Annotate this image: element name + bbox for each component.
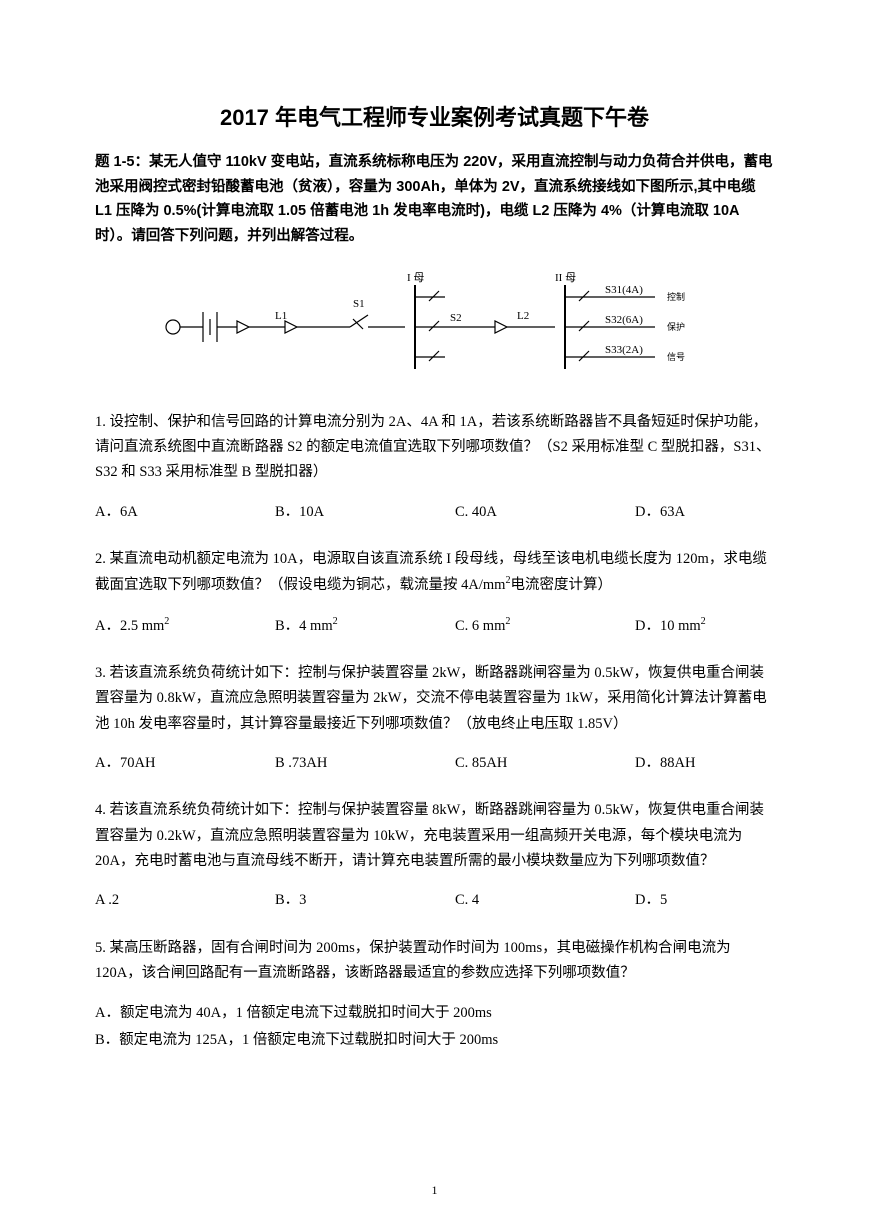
question-3-options: A．70AH B .73AH C. 85AH D．88AH xyxy=(95,751,774,776)
question-1-text: 1. 设控制、保护和信号回路的计算电流分别为 2A、4A 和 1A，若该系统断路… xyxy=(95,410,774,486)
q2-text-pre: 2. 某直流电动机额定电流为 10A，电源取自该直流系统 I 段母线，母线至该电… xyxy=(95,551,767,593)
question-1-options: A．6A B．10A C. 40A D．63A xyxy=(95,500,774,525)
question-4-options: A .2 B．3 C. 4 D．5 xyxy=(95,888,774,913)
q1-option-c: C. 40A xyxy=(455,500,635,525)
exam-page: 2017 年电气工程师专业案例考试真题下午卷 题 1-5：某无人值守 110kV… xyxy=(0,0,869,1228)
q3-option-d: D．88AH xyxy=(635,751,695,776)
diagram-tag-ctrl: 控制 xyxy=(667,291,685,302)
page-number: 1 xyxy=(0,1183,869,1198)
diagram-tag-sig: 信号 xyxy=(667,351,685,362)
diagram-tag-prot: 保护 xyxy=(667,321,685,332)
q5-option-a: A．额定电流为 40A，1 倍额定电流下过载脱扣时间大于 200ms xyxy=(95,1001,774,1026)
diagram-label-s33: S33(2A) xyxy=(605,344,643,356)
q3-option-c: C. 85AH xyxy=(455,751,635,776)
q1-option-d: D．63A xyxy=(635,500,685,525)
question-group-preamble: 题 1-5：某无人值守 110kV 变电站，直流系统标称电压为 220V，采用直… xyxy=(95,150,774,249)
diagram-label-bus1: I 母 xyxy=(407,271,424,284)
q4-option-c: C. 4 xyxy=(455,888,635,913)
page-title: 2017 年电气工程师专业案例考试真题下午卷 xyxy=(95,100,774,132)
q4-option-a: A .2 xyxy=(95,888,275,913)
q4-option-b: B．3 xyxy=(275,888,455,913)
diagram-label-s31: S31(4A) xyxy=(605,284,643,296)
q1-option-a: A．6A xyxy=(95,500,275,525)
q2-option-a: A．2.5 mm2 xyxy=(95,613,275,639)
q3-option-b: B .73AH xyxy=(275,751,455,776)
question-2-options: A．2.5 mm2 B．4 mm2 C. 6 mm2 D．10 mm2 xyxy=(95,613,774,639)
q2-option-d: D．10 mm2 xyxy=(635,613,706,639)
q4-option-d: D．5 xyxy=(635,888,667,913)
diagram-label-l1: L1 xyxy=(275,310,287,322)
q2-option-b: B．4 mm2 xyxy=(275,613,455,639)
diagram-label-l2: L2 xyxy=(517,310,529,322)
q3-option-a: A．70AH xyxy=(95,751,275,776)
circuit-diagram: L1 S1 I 母 S2 L2 II 母 S31(4A) S32(6A) S33… xyxy=(95,267,774,392)
q2-option-c: C. 6 mm2 xyxy=(455,613,635,639)
question-5-text: 5. 某高压断路器，固有合闸时间为 200ms，保护装置动作时间为 100ms，… xyxy=(95,936,774,987)
q2-text-post: 电流密度计算） xyxy=(511,577,613,593)
question-3-text: 3. 若该直流系统负荷统计如下：控制与保护装置容量 2kW，断路器跳闸容量为 0… xyxy=(95,661,774,737)
question-2-text: 2. 某直流电动机额定电流为 10A，电源取自该直流系统 I 段母线，母线至该电… xyxy=(95,547,774,599)
q1-option-b: B．10A xyxy=(275,500,455,525)
question-5-options: A．额定电流为 40A，1 倍额定电流下过载脱扣时间大于 200ms B．额定电… xyxy=(95,1001,774,1054)
diagram-label-s2: S2 xyxy=(450,312,462,324)
q5-option-b: B．额定电流为 125A，1 倍额定电流下过载脱扣时间大于 200ms xyxy=(95,1028,774,1053)
question-4-text: 4. 若该直流系统负荷统计如下：控制与保护装置容量 8kW，断路器跳闸容量为 0… xyxy=(95,798,774,874)
diagram-label-s1: S1 xyxy=(353,298,365,310)
diagram-label-bus2: II 母 xyxy=(555,271,576,284)
diagram-label-s32: S32(6A) xyxy=(605,314,643,326)
